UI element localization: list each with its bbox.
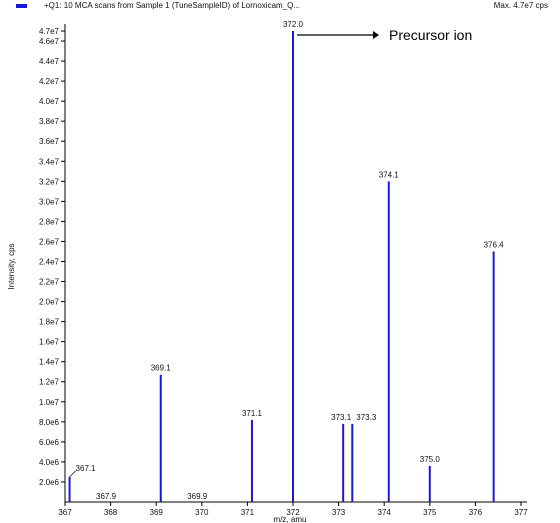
y-tick-label: 3.2e7 xyxy=(39,177,60,186)
y-tick-label: 1.0e7 xyxy=(39,398,60,407)
y-tick-label: 8.0e6 xyxy=(39,418,60,427)
peak-label-367.1: 367.1 xyxy=(76,464,97,473)
y-tick-label: 3.4e7 xyxy=(39,157,60,166)
y-tick-label: 1.2e7 xyxy=(39,378,60,387)
y-axis-title: Intensity, cps xyxy=(7,243,16,289)
x-tick-label: 376 xyxy=(469,508,483,517)
y-tick-label: 2.8e7 xyxy=(39,217,60,226)
x-axis-title: m/z, amu xyxy=(274,515,307,523)
y-tick-label: 3.6e7 xyxy=(39,137,60,146)
x-tick-label: 377 xyxy=(514,508,528,517)
peak-label-374.1: 374.1 xyxy=(379,170,400,179)
x-tick-label: 369 xyxy=(150,508,164,517)
x-tick-label: 367 xyxy=(58,508,72,517)
y-tick-label: 1.4e7 xyxy=(39,358,60,367)
peak-label-367.9: 367.9 xyxy=(96,492,117,501)
y-tick-label: 2.0e7 xyxy=(39,298,60,307)
y-tick-label: 4.0e6 xyxy=(39,458,60,467)
peak-label-369.1: 369.1 xyxy=(151,364,172,373)
y-tick-label: 6.0e6 xyxy=(39,438,60,447)
peak-label-369.9: 369.9 xyxy=(187,492,208,501)
y-tick-label: 2.2e7 xyxy=(39,278,60,287)
x-tick-label: 368 xyxy=(104,508,118,517)
x-tick-label: 375 xyxy=(423,508,437,517)
y-tick-label: 4.4e7 xyxy=(39,57,60,66)
annotation-precursor-ion: Precursor ion xyxy=(389,27,472,43)
x-tick-label: 370 xyxy=(195,508,209,517)
max-intensity: Max. 4.7e7 cps xyxy=(493,1,548,10)
y-tick-label: 2.4e7 xyxy=(39,257,60,266)
peak-label-373.3: 373.3 xyxy=(356,413,377,422)
chart-header: +Q1: 10 MCA scans from Sample 1 (TuneSam… xyxy=(0,0,560,16)
peak-label-leader xyxy=(69,470,76,478)
y-tick-label: 3.0e7 xyxy=(39,197,60,206)
y-tick-label: 2.0e6 xyxy=(39,478,60,487)
peak-label-372.0: 372.0 xyxy=(283,20,304,29)
peak-label-373.1: 373.1 xyxy=(331,413,352,422)
y-tick-label: 2.6e7 xyxy=(39,237,60,246)
peak-label-376.4: 376.4 xyxy=(484,240,505,249)
x-tick-label: 374 xyxy=(378,508,392,517)
y-tick-label: 1.6e7 xyxy=(39,338,60,347)
scan-title: +Q1: 10 MCA scans from Sample 1 (TuneSam… xyxy=(44,1,301,10)
annotation-arrowhead xyxy=(373,31,379,39)
x-tick-label: 371 xyxy=(241,508,255,517)
x-tick-label: 373 xyxy=(332,508,346,517)
y-tick-label: 3.8e7 xyxy=(39,117,60,126)
legend-swatch xyxy=(16,4,27,8)
y-tick-label: 1.8e7 xyxy=(39,318,60,327)
peak-label-371.1: 371.1 xyxy=(242,409,263,418)
y-tick-label: 4.7e7 xyxy=(39,27,60,36)
y-tick-label: 4.0e7 xyxy=(39,97,60,106)
peak-label-375.0: 375.0 xyxy=(420,455,441,464)
y-tick-label: 4.2e7 xyxy=(39,77,60,86)
x-tick-label: 372 xyxy=(286,508,300,517)
y-tick-label: 4.6e7 xyxy=(39,37,60,46)
